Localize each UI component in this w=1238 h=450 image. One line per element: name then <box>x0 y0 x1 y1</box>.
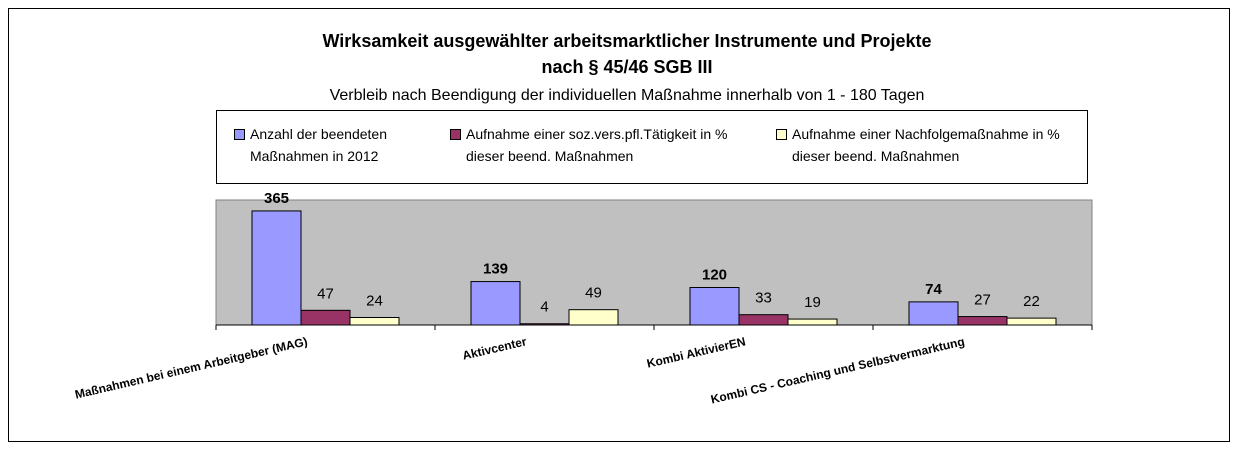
bar <box>957 316 1008 326</box>
bar <box>519 323 570 326</box>
legend-item: Aufnahme einer soz.vers.pfl.Tätigkeit in… <box>450 123 776 183</box>
data-label: 74 <box>925 281 942 298</box>
data-label: 22 <box>1023 293 1040 310</box>
data-label: 24 <box>366 292 383 309</box>
bar <box>470 281 521 326</box>
plot-area <box>215 199 1093 326</box>
bar <box>787 318 838 326</box>
data-label: 33 <box>755 290 772 307</box>
bar <box>1006 317 1057 326</box>
legend-swatch <box>234 129 245 140</box>
chart-title: nach § 45/46 SGB III <box>541 57 712 77</box>
data-label: 27 <box>974 292 991 309</box>
legend-label: Aufnahme einer Nachfolgemaßnahme in % di… <box>792 126 1060 164</box>
bar <box>738 314 789 326</box>
data-label: 4 <box>540 299 548 316</box>
bar <box>908 301 959 326</box>
legend-swatch <box>776 129 787 140</box>
legend: Anzahl der beendeten Maßnahmen in 2012 Au… <box>216 110 1088 184</box>
legend-label: Anzahl der beendeten Maßnahmen in 2012 <box>250 126 387 164</box>
bar <box>568 309 619 326</box>
data-label: 19 <box>804 294 821 311</box>
bar <box>300 309 351 326</box>
bar <box>689 287 740 326</box>
bar <box>349 317 400 326</box>
legend-label: Aufnahme einer soz.vers.pfl.Tätigkeit in… <box>466 126 728 164</box>
data-label: 120 <box>702 266 727 283</box>
data-label: 47 <box>317 285 334 302</box>
chart-subtitle: Verbleib nach Beendigung der individuell… <box>330 87 925 104</box>
legend-item: Anzahl der beendeten Maßnahmen in 2012 <box>234 123 450 183</box>
legend-swatch <box>450 129 461 140</box>
chart-title: Wirksamkeit ausgewählter arbeitsmarktlic… <box>322 31 931 51</box>
bar <box>251 210 302 326</box>
data-label: 139 <box>483 261 508 278</box>
data-label: 365 <box>264 190 289 207</box>
legend-item: Aufnahme einer Nachfolgemaßnahme in % di… <box>776 123 1076 183</box>
data-label: 49 <box>585 285 602 302</box>
